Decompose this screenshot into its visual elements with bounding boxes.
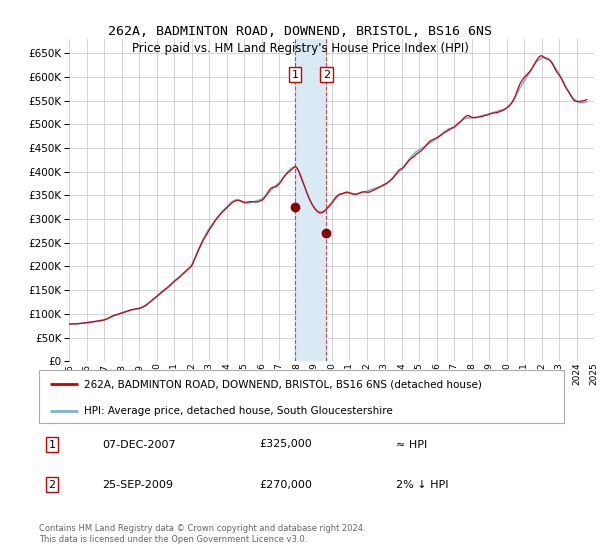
- Text: £270,000: £270,000: [260, 479, 313, 489]
- Text: 2% ↓ HPI: 2% ↓ HPI: [396, 479, 449, 489]
- Text: ≈ HPI: ≈ HPI: [396, 440, 427, 450]
- Text: 1: 1: [49, 440, 56, 450]
- Text: HPI: Average price, detached house, South Gloucestershire: HPI: Average price, detached house, Sout…: [83, 406, 392, 416]
- Text: 262A, BADMINTON ROAD, DOWNEND, BRISTOL, BS16 6NS (detached house): 262A, BADMINTON ROAD, DOWNEND, BRISTOL, …: [83, 380, 482, 390]
- Bar: [295, 39, 326, 361]
- Text: 07-DEC-2007: 07-DEC-2007: [102, 440, 176, 450]
- Text: Price paid vs. HM Land Registry's House Price Index (HPI): Price paid vs. HM Land Registry's House …: [131, 42, 469, 55]
- Text: Contains HM Land Registry data © Crown copyright and database right 2024.
This d: Contains HM Land Registry data © Crown c…: [39, 524, 365, 544]
- Text: £325,000: £325,000: [260, 440, 312, 450]
- FancyBboxPatch shape: [39, 370, 564, 423]
- Text: 2: 2: [323, 69, 330, 80]
- Text: 25-SEP-2009: 25-SEP-2009: [102, 479, 173, 489]
- Text: 2: 2: [49, 479, 56, 489]
- Text: 1: 1: [292, 69, 299, 80]
- Text: 262A, BADMINTON ROAD, DOWNEND, BRISTOL, BS16 6NS: 262A, BADMINTON ROAD, DOWNEND, BRISTOL, …: [108, 25, 492, 38]
